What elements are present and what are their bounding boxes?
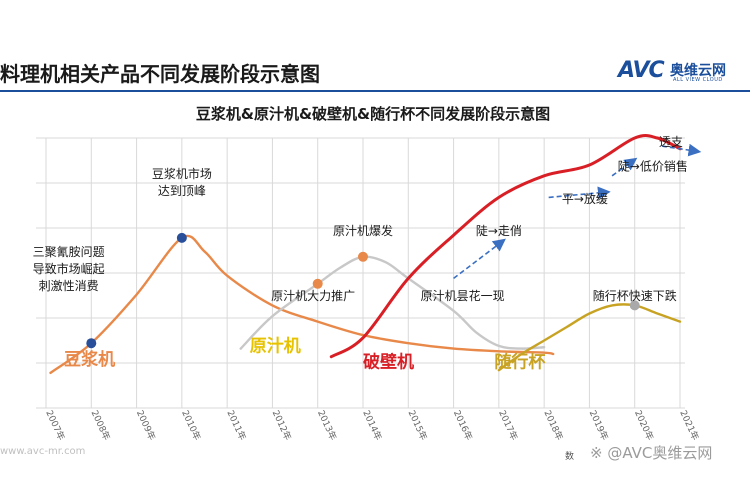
x-tick-label: 2014年 <box>360 408 384 442</box>
annotation-label: 原汁机大力推广 <box>271 289 355 303</box>
logo-cn: 奥维云网 <box>670 63 726 79</box>
annotation-label: 原汁机爆发 <box>333 223 393 238</box>
x-tick-label: 2009年 <box>134 408 158 442</box>
avc-logo: AVC 奥维云网 ALL VIEW CLOUD <box>618 58 738 88</box>
annotation-label: 豆浆机市场 <box>152 166 212 181</box>
series-marker <box>358 251 368 262</box>
x-tick-label: 2017年 <box>496 408 520 442</box>
x-tick-label: 2019年 <box>587 408 611 442</box>
annotation-label: 刺激性消费 <box>39 279 99 293</box>
x-tick-label: 2012年 <box>270 408 294 442</box>
trend-arrow <box>611 157 638 177</box>
series-line <box>497 303 682 372</box>
annotation-label: 陡→走俏 <box>476 224 522 238</box>
trend-arrow <box>661 143 702 157</box>
annotation-label: 导致市场崛起 <box>33 261 105 276</box>
footer-url: www.avc-mr.com <box>0 446 86 457</box>
x-tick-label: 2020年 <box>632 408 656 442</box>
logo-text: AVC <box>618 58 665 83</box>
logo-sub: ALL VIEW CLOUD <box>673 77 723 83</box>
x-tick-label: 2007年 <box>43 408 67 442</box>
series-name-label: 原汁机 <box>250 335 301 356</box>
annotation-label: 三聚氰胺问题 <box>33 244 105 259</box>
series-marker <box>86 338 97 349</box>
footer-source: 数 <box>565 452 575 462</box>
annotation-label: 达到顶峰 <box>158 184 206 198</box>
page-title: 料理机相关产品不同发展阶段示意图 <box>0 62 320 86</box>
series-marker <box>176 232 187 243</box>
x-tick-label: 2008年 <box>89 408 113 442</box>
series-line <box>329 134 682 359</box>
x-tick-label: 2010年 <box>179 408 203 442</box>
annotation-label: 透支 <box>659 135 683 149</box>
x-tick-label: 2021年 <box>677 408 701 442</box>
annotation-label: 原汁机昙花一现 <box>421 288 505 303</box>
annotation-label: 随行杯快速下跌 <box>593 288 677 303</box>
series-marker <box>312 278 323 289</box>
x-tick-label: 2015年 <box>406 408 430 442</box>
annotation-label: 陡→低价销售 <box>618 158 688 173</box>
x-tick-label: 2013年 <box>315 408 339 442</box>
series-marker <box>629 300 640 311</box>
series-name-label: 破壁机 <box>363 352 414 373</box>
series-name-label: 豆浆机 <box>64 349 115 370</box>
x-tick-label: 2018年 <box>541 408 565 442</box>
chart-title: 豆浆机&原汁机&破壁机&随行杯不同发展阶段示意图 <box>196 105 550 123</box>
watermark: ※ @AVC奥维云网 <box>590 444 713 462</box>
series-name-label: 随行杯 <box>494 352 545 373</box>
x-tick-label: 2016年 <box>451 408 475 442</box>
series-line <box>49 234 555 375</box>
trend-arrow <box>548 186 611 200</box>
x-tick-label: 2011年 <box>224 408 248 442</box>
trend-arrow <box>453 238 506 280</box>
header-rule <box>0 90 750 92</box>
annotation-label: 平→放缓 <box>562 191 608 206</box>
